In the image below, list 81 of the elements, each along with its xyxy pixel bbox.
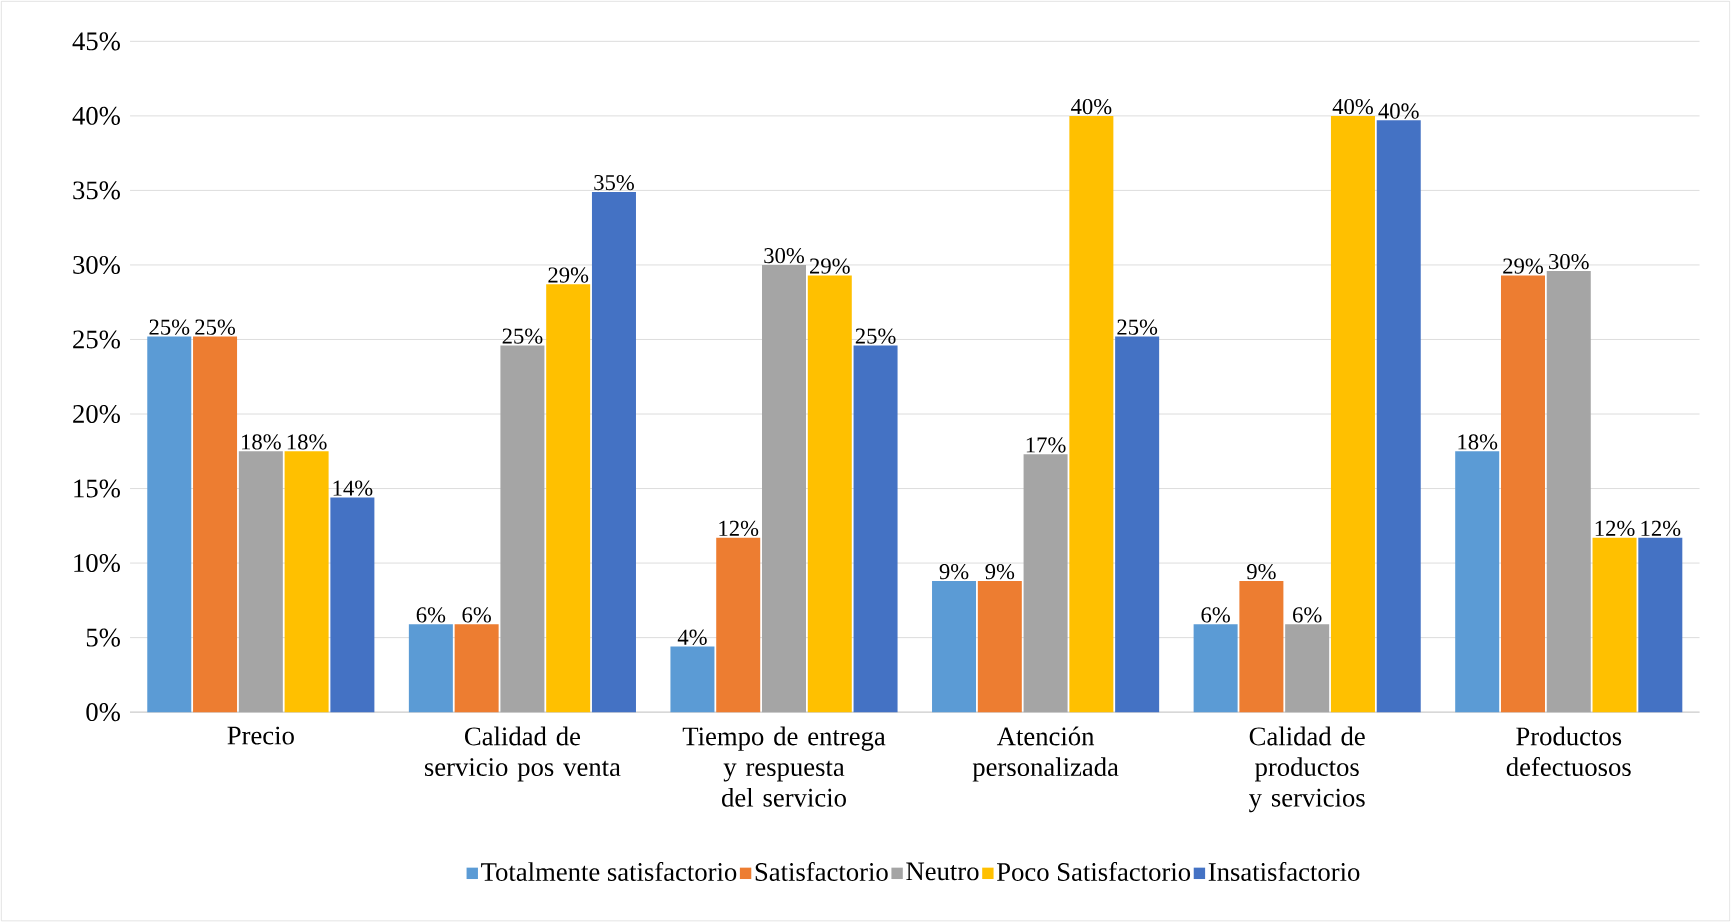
- y-tick-label: 10%: [74, 553, 120, 573]
- data-label: 6%: [416, 607, 446, 623]
- bar: [1330, 115, 1375, 713]
- bar: [238, 451, 283, 713]
- y-tick-label: 0%: [86, 703, 120, 722]
- bar: [408, 624, 453, 713]
- bar: [591, 191, 636, 713]
- bar: [1500, 275, 1545, 713]
- data-label: 30%: [764, 247, 805, 264]
- bar: [193, 336, 238, 713]
- data-label: 30%: [1549, 253, 1589, 270]
- data-label: 12%: [719, 520, 759, 537]
- y-tick-label: 25%: [73, 330, 120, 349]
- y-tick-label: 45%: [72, 32, 120, 51]
- data-label: 9%: [985, 563, 1015, 580]
- legend-label: Insatisfactorio: [1208, 861, 1360, 881]
- bar: [147, 336, 192, 713]
- bar: [716, 537, 761, 713]
- y-tick-label: 30%: [73, 255, 120, 274]
- bar: [1239, 580, 1284, 713]
- x-tick-label: Productos defectuosos: [1506, 726, 1631, 776]
- data-label: 18%: [1458, 434, 1498, 450]
- bar: [762, 264, 807, 713]
- bar: [932, 580, 977, 713]
- y-tick-label: 5%: [86, 628, 120, 647]
- data-label: 29%: [1503, 258, 1543, 274]
- legend-label: Totalmente satisfactorio: [481, 861, 737, 881]
- data-label: 9%: [1247, 563, 1276, 580]
- bar: [500, 345, 545, 713]
- bar: [1193, 624, 1238, 713]
- data-label: 12%: [1595, 520, 1635, 537]
- bar: [546, 284, 591, 713]
- bar: [1115, 336, 1160, 713]
- legend-label: Poco Satisfactorio: [997, 861, 1191, 881]
- data-label: 25%: [195, 319, 236, 335]
- data-label: 40%: [1332, 98, 1373, 115]
- y-tick-label: 35%: [73, 181, 120, 200]
- data-label: 29%: [548, 267, 589, 283]
- bar: [977, 580, 1022, 713]
- bar: [1069, 115, 1114, 713]
- data-label: 12%: [1641, 520, 1681, 537]
- bar: [330, 497, 375, 713]
- data-label: 17%: [1026, 437, 1066, 453]
- legend-label: Neutro: [906, 862, 979, 881]
- bar: [670, 646, 715, 713]
- legend-label: Satisfactorio: [755, 861, 888, 881]
- data-label: 25%: [855, 328, 896, 344]
- bar: [1376, 120, 1421, 713]
- bar: [454, 624, 499, 713]
- bar: [284, 451, 329, 713]
- data-label: 6%: [1293, 607, 1322, 623]
- data-label: 35%: [594, 174, 634, 191]
- data-label: 18%: [242, 434, 281, 450]
- data-label: 40%: [1378, 103, 1419, 119]
- data-label: 6%: [1201, 607, 1230, 623]
- y-tick-label: 15%: [74, 479, 120, 498]
- data-label: 9%: [939, 563, 969, 580]
- data-label: 25%: [502, 328, 543, 344]
- x-tick-label: Calidad de servicio pos venta: [424, 726, 621, 782]
- data-label: 25%: [149, 319, 190, 335]
- data-label: 18%: [287, 434, 327, 450]
- bar: [1023, 454, 1068, 713]
- data-label: 14%: [333, 480, 373, 496]
- bar: [853, 345, 898, 713]
- data-label: 40%: [1071, 98, 1112, 115]
- bar: [1638, 537, 1683, 713]
- x-tick-label: Tiempo de entrega y respuesta del servicio: [682, 726, 886, 807]
- y-tick-label: 40%: [72, 106, 120, 125]
- x-tick-label: Calidad de productos y servicios: [1248, 726, 1365, 813]
- data-label: 4%: [677, 629, 707, 645]
- bar: [1592, 537, 1637, 713]
- x-tick-label: Atención personalizada: [972, 726, 1119, 782]
- x-tick-label: Precio: [227, 726, 294, 745]
- bar: [1455, 451, 1500, 713]
- data-label: 29%: [810, 258, 850, 274]
- bar: [807, 275, 852, 713]
- data-label: 25%: [1117, 319, 1158, 335]
- bar: [1285, 624, 1330, 713]
- data-label: 6%: [462, 607, 491, 623]
- y-tick-label: 20%: [73, 404, 120, 423]
- bar: [1546, 270, 1591, 713]
